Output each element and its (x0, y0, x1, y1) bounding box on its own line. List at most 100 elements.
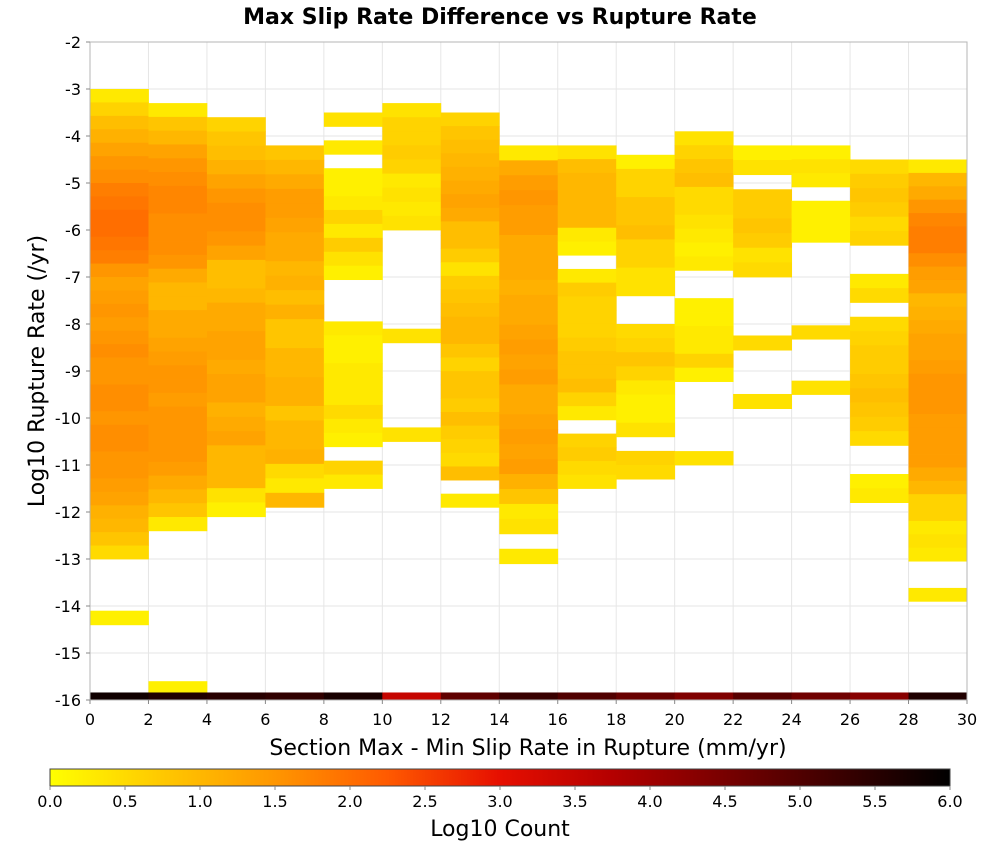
heatmap-cell (791, 214, 851, 229)
heatmap-cell (323, 460, 383, 475)
heatmap-cell (674, 353, 734, 369)
heatmap-cell (850, 202, 909, 218)
heatmap-cell (557, 186, 617, 201)
heatmap-cell (908, 159, 968, 174)
heatmap-cell (90, 397, 149, 412)
heatmap-cell (908, 387, 968, 401)
heatmap-cell (674, 131, 734, 146)
heatmap-cell (206, 374, 266, 389)
heatmap-cell (499, 279, 559, 296)
y-tick-label: -8 (65, 315, 81, 334)
heatmap-cell (265, 449, 325, 465)
heatmap-cell (148, 503, 208, 518)
heatmap-cell (265, 420, 325, 436)
heatmap-cell (557, 692, 617, 701)
heatmap-cell (206, 445, 266, 461)
heatmap-cell (323, 432, 383, 448)
heatmap-cell (791, 173, 851, 188)
heatmap-cell (323, 237, 383, 253)
heatmap-cell (323, 363, 383, 378)
heatmap-cell (616, 465, 676, 480)
y-tick-label: -7 (65, 268, 81, 287)
heatmap-cell (499, 399, 559, 415)
heatmap-cell (733, 692, 792, 701)
heatmap-cell (499, 205, 559, 221)
colorbar (49, 768, 951, 787)
heatmap-cell (499, 249, 559, 266)
heatmap-cell (440, 330, 500, 345)
heatmap-cell (265, 304, 325, 320)
heatmap-cell (440, 235, 500, 250)
heatmap-cell (90, 610, 149, 626)
heatmap-cell (499, 160, 559, 176)
heatmap-cell (265, 290, 325, 306)
heatmap-cell (674, 242, 734, 257)
heatmap-cell (908, 293, 968, 308)
heatmap-cell (323, 391, 383, 406)
heatmap-cell (148, 323, 208, 339)
x-tick-label: 6 (260, 710, 270, 729)
heatmap-cell (440, 439, 500, 454)
heatmap-cell (440, 166, 500, 181)
heatmap-cell (440, 343, 500, 358)
heatmap-cell (557, 323, 617, 338)
heatmap-cell (908, 507, 968, 522)
heatmap-cell (148, 692, 208, 701)
heatmap-cell (90, 277, 149, 291)
heatmap-cell (440, 412, 500, 427)
heatmap-cell (850, 359, 909, 375)
heatmap-cell (323, 251, 383, 267)
heatmap-cell (557, 433, 617, 448)
y-tick-label: -16 (55, 691, 81, 710)
heatmap-cell (908, 400, 968, 415)
heatmap-cell (382, 159, 442, 174)
heatmap-cell (148, 213, 208, 228)
heatmap-cell (791, 692, 851, 701)
heatmap-cell (908, 440, 968, 455)
x-tick-label: 16 (548, 710, 568, 729)
heatmap-cell (90, 692, 149, 701)
heatmap-cell (206, 131, 266, 147)
heatmap-cell (382, 692, 442, 701)
colorbar-tick-label: 2.0 (337, 792, 362, 811)
heatmap-cell (616, 422, 676, 438)
heatmap-cell (265, 145, 325, 161)
heatmap-cell (265, 174, 325, 190)
heatmap-cell (382, 187, 442, 203)
y-tick-label: -11 (55, 456, 81, 475)
heatmap-cell (440, 207, 500, 222)
heatmap-cell (674, 159, 734, 174)
heatmap-cell (908, 373, 968, 388)
heatmap-cell (616, 211, 676, 226)
heatmap-cell (90, 169, 149, 184)
heatmap-cell (616, 183, 676, 198)
heatmap-cell (557, 310, 617, 325)
heatmap-cell (440, 139, 500, 154)
heatmap-cell (206, 288, 266, 304)
heatmap-cell (206, 202, 266, 218)
heatmap-cell (90, 290, 149, 305)
heatmap-cell (206, 188, 266, 204)
heatmap-cell (440, 692, 500, 701)
heatmap-cell (557, 461, 617, 476)
heatmap-cell (148, 337, 208, 352)
x-tick-label: 18 (606, 710, 626, 729)
heatmap-cell (265, 492, 325, 508)
x-axis-ticks: 0 2 4 6 8 10 12 14 16 18 20 22 24 26 28 30 (85, 700, 977, 729)
heatmap-cell (850, 173, 909, 189)
heatmap-cell (323, 196, 383, 211)
heatmap-cell (908, 320, 968, 334)
heatmap-cell (148, 144, 208, 159)
heatmap-cell (323, 168, 383, 183)
heatmap-cell (616, 338, 676, 353)
heatmap-cell (850, 416, 909, 432)
heatmap-cell (908, 346, 968, 361)
heatmap-cell (382, 427, 442, 442)
heatmap-cell (499, 459, 559, 475)
heatmap-cell (323, 112, 383, 127)
heatmap-cell (850, 345, 909, 361)
heatmap-cell (499, 354, 559, 370)
heatmap-cell (148, 116, 208, 132)
heatmap-cell (733, 203, 792, 219)
